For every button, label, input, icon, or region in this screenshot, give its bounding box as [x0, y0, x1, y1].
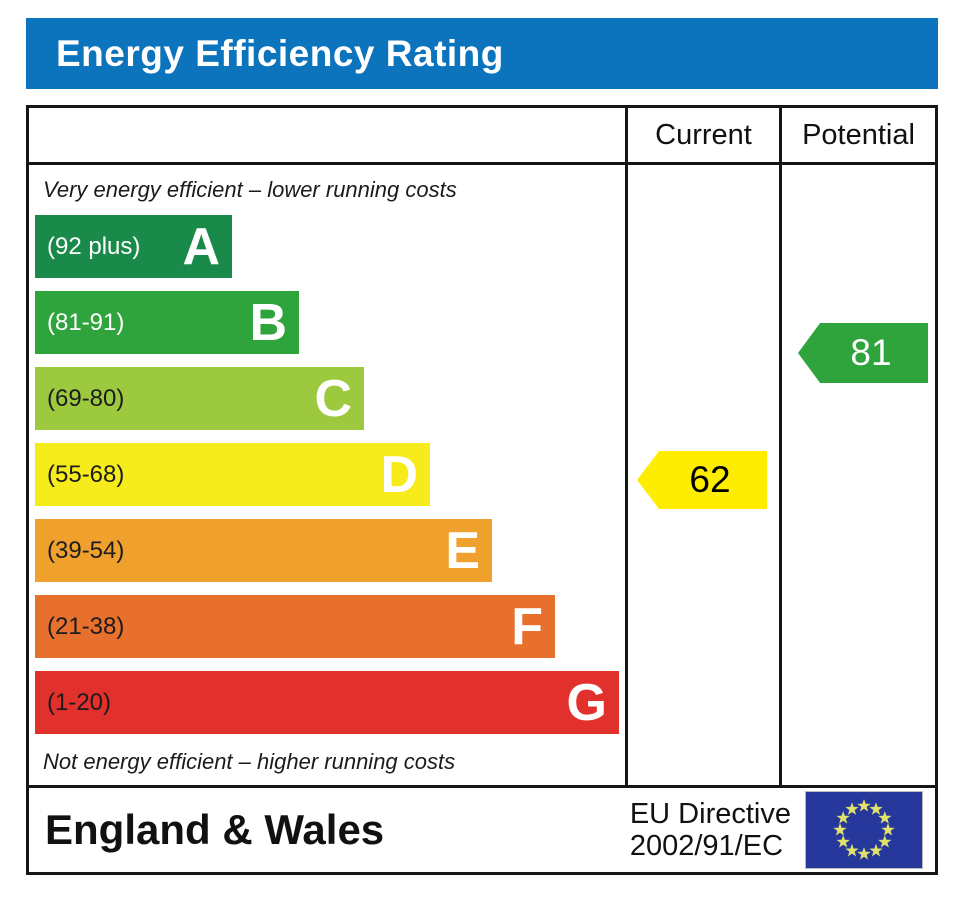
current-rating-marker: 62 — [637, 451, 767, 509]
current-rating-value: 62 — [689, 459, 731, 500]
table-body-row: Very energy efficient – lower running co… — [29, 165, 935, 787]
potential-column-header: Potential — [779, 108, 935, 162]
bands-column: Very energy efficient – lower running co… — [29, 165, 625, 787]
bottom-caption: Not energy efficient – higher running co… — [43, 749, 456, 774]
band-letter: C — [314, 369, 352, 428]
band-letter: A — [182, 217, 220, 276]
band-letter: D — [380, 445, 418, 504]
band-range: (81-91) — [47, 308, 125, 336]
band-range: (39-54) — [47, 536, 125, 564]
current-column: 62 — [625, 165, 779, 787]
band-range: (69-80) — [47, 384, 125, 412]
potential-column: 81 — [779, 165, 935, 787]
band-row-d: (55-68) D — [35, 443, 430, 506]
band-row-g: (1-20) G — [35, 671, 619, 734]
title-bar: Energy Efficiency Rating — [26, 18, 938, 89]
band-row-c: (69-80) C — [35, 367, 364, 430]
potential-rating-value: 81 — [850, 332, 892, 373]
band-range: (21-38) — [47, 612, 125, 640]
band-range: (55-68) — [47, 460, 125, 488]
band-row-f: (21-38) F — [35, 595, 555, 658]
eu-directive-label: EU Directive 2002/91/EC — [630, 798, 791, 863]
band-row-e: (39-54) E — [35, 519, 492, 582]
band-letter: B — [249, 293, 287, 352]
region-label: England & Wales — [45, 806, 385, 853]
eu-directive-line1: EU Directive — [629, 797, 791, 830]
band-range: (92 plus) — [47, 232, 141, 260]
eu-flag-stars — [833, 799, 895, 860]
band-range: (1-20) — [47, 688, 112, 716]
bands-header-cell — [29, 108, 625, 162]
bands-list: (92 plus) A (81-91) B (69-80) C (55-68) … — [35, 215, 625, 747]
potential-rating-marker: 81 — [798, 323, 928, 383]
rating-table: Current Potential Very energy efficient … — [26, 105, 938, 788]
current-column-header: Current — [625, 108, 779, 162]
page-title: Energy Efficiency Rating — [56, 32, 504, 74]
top-caption: Very energy efficient – lower running co… — [43, 177, 457, 202]
footer-bar: England & Wales EU Directive 2002/91/EC — [26, 785, 938, 875]
eu-flag-icon — [805, 791, 923, 869]
band-letter: E — [445, 521, 480, 580]
band-row-a: (92 plus) A — [35, 215, 232, 278]
eu-directive-line2: 2002/91/EC — [629, 830, 784, 862]
band-row-b: (81-91) B — [35, 291, 299, 354]
table-header-row: Current Potential — [29, 108, 935, 165]
band-letter: G — [566, 673, 607, 732]
band-letter: F — [511, 597, 543, 656]
